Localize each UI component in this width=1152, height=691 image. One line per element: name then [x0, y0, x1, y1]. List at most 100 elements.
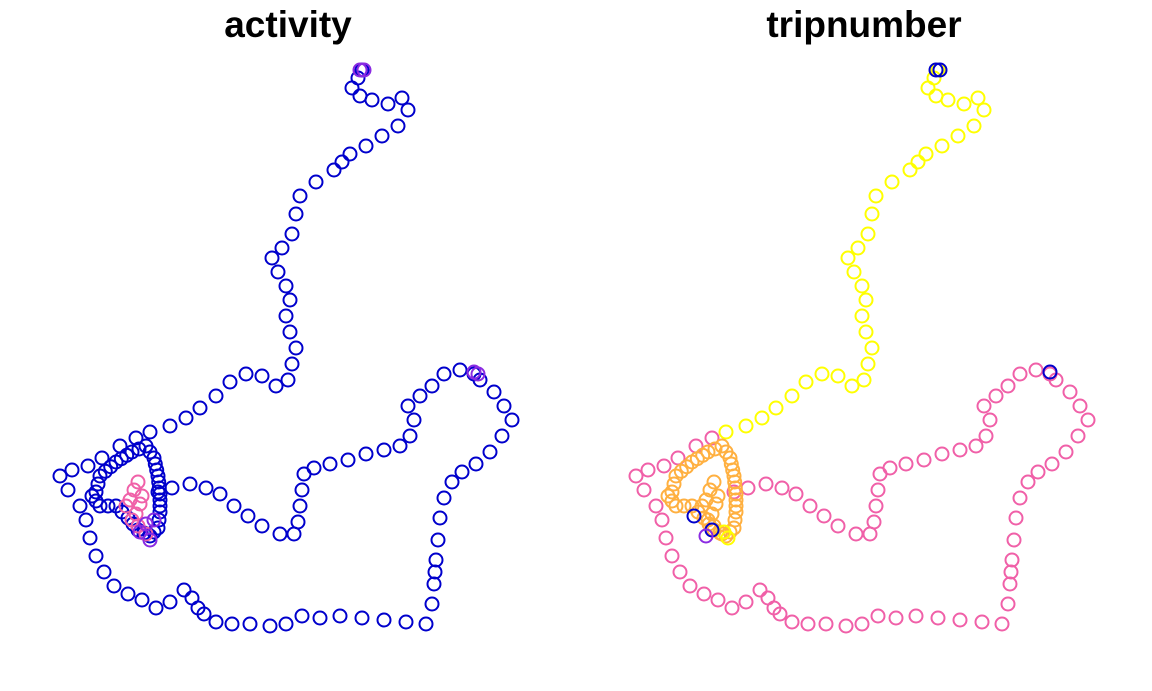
- data-point: [798, 374, 814, 390]
- activity-panel: activity: [52, 4, 520, 634]
- data-point: [436, 490, 452, 506]
- data-point: [112, 438, 128, 454]
- data-point: [268, 378, 284, 394]
- data-point: [772, 606, 788, 622]
- data-point: [1012, 490, 1028, 506]
- data-point: [134, 488, 150, 504]
- data-point: [656, 458, 672, 474]
- data-point: [928, 62, 944, 78]
- data-point: [142, 532, 158, 548]
- data-point: [254, 518, 270, 534]
- data-point: [698, 528, 714, 544]
- data-point: [696, 586, 712, 602]
- data-point: [380, 96, 396, 112]
- data-point: [670, 450, 686, 466]
- data-point: [394, 90, 410, 106]
- data-point: [666, 476, 682, 492]
- data-point: [1004, 552, 1020, 568]
- data-point: [412, 388, 428, 404]
- data-point: [108, 498, 124, 514]
- data-point: [788, 486, 804, 502]
- data-point: [124, 444, 140, 460]
- data-point: [282, 292, 298, 308]
- data-point: [130, 474, 146, 490]
- data-point: [162, 594, 178, 610]
- data-point: [452, 362, 468, 378]
- data-point: [956, 96, 972, 112]
- data-point: [918, 146, 934, 162]
- data-point: [700, 444, 716, 460]
- data-point: [427, 564, 443, 580]
- data-point: [208, 614, 224, 630]
- data-point: [444, 474, 460, 490]
- data-point: [90, 476, 106, 492]
- data-point: [432, 510, 448, 526]
- data-point: [358, 138, 374, 154]
- data-point: [1042, 364, 1058, 380]
- data-point: [1008, 510, 1024, 526]
- data-point: [672, 564, 688, 580]
- data-point: [376, 612, 392, 628]
- data-point: [78, 512, 94, 528]
- tripnumber-plot: [628, 62, 1096, 634]
- data-point: [164, 480, 180, 496]
- data-point: [860, 356, 876, 372]
- data-point: [814, 366, 830, 382]
- data-point: [358, 446, 374, 462]
- data-point: [364, 92, 380, 108]
- data-point: [342, 146, 358, 162]
- data-point: [52, 468, 68, 484]
- data-point: [224, 616, 240, 632]
- data-point: [454, 464, 470, 480]
- data-point: [872, 466, 888, 482]
- data-point: [707, 441, 723, 457]
- data-point: [222, 374, 238, 390]
- data-point: [628, 468, 644, 484]
- data-point: [640, 462, 656, 478]
- data-point: [710, 488, 726, 504]
- panel-title-tripnumber: tripnumber: [766, 4, 962, 45]
- data-point: [932, 62, 948, 78]
- data-point: [356, 62, 372, 78]
- data-point: [400, 398, 416, 414]
- data-point: [1030, 464, 1046, 480]
- data-point: [226, 498, 242, 514]
- data-point: [322, 456, 338, 472]
- data-point: [430, 532, 446, 548]
- data-point: [994, 616, 1010, 632]
- data-point: [332, 608, 348, 624]
- data-point: [292, 498, 308, 514]
- data-point: [134, 592, 150, 608]
- data-point: [312, 610, 328, 626]
- data-point: [768, 400, 784, 416]
- data-point: [280, 372, 296, 388]
- data-point: [326, 162, 342, 178]
- data-point: [392, 438, 408, 454]
- data-point: [802, 498, 818, 514]
- data-point: [988, 388, 1004, 404]
- data-point: [784, 614, 800, 630]
- data-point: [72, 498, 88, 514]
- data-point: [146, 512, 162, 528]
- data-point: [80, 458, 96, 474]
- data-point: [976, 398, 992, 414]
- data-point: [1080, 412, 1096, 428]
- data-point: [660, 488, 676, 504]
- data-point: [376, 442, 392, 458]
- data-point: [1062, 384, 1078, 400]
- data-point: [818, 616, 834, 632]
- data-point: [728, 504, 744, 520]
- data-point: [952, 612, 968, 628]
- data-point: [288, 206, 304, 222]
- data-point: [1044, 456, 1060, 472]
- data-point: [152, 498, 168, 514]
- data-point: [428, 552, 444, 568]
- data-point: [240, 508, 256, 524]
- data-point: [402, 428, 418, 444]
- data-point: [406, 412, 422, 428]
- data-point: [720, 530, 736, 546]
- data-point: [1006, 532, 1022, 548]
- data-point: [978, 428, 994, 444]
- data-point: [284, 356, 300, 372]
- data-point: [208, 388, 224, 404]
